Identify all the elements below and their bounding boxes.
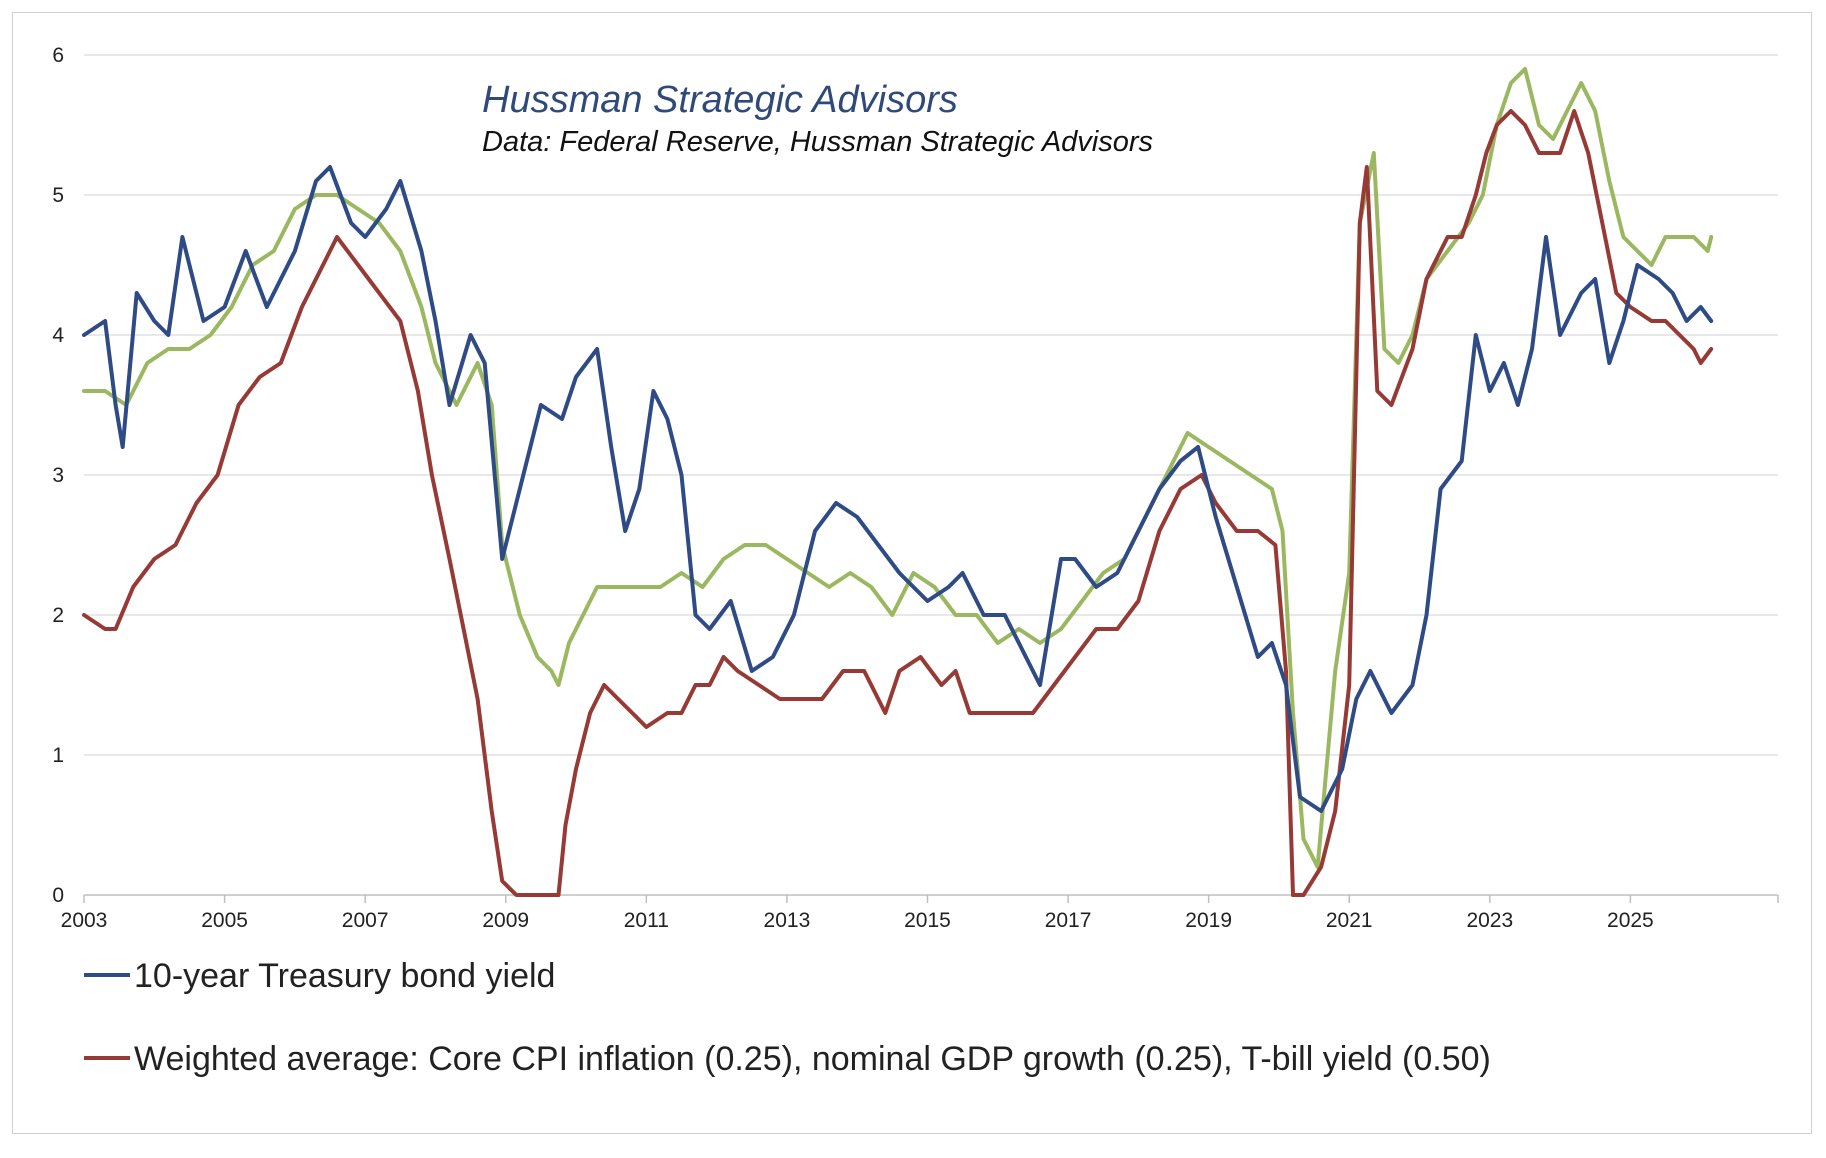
x-tick-label: 2005 (201, 909, 248, 932)
x-tick-label: 2021 (1326, 909, 1373, 932)
y-tick-label: 6 (52, 44, 64, 67)
legend-label-weighted-average: Weighted average: Core CPI inflation (0.… (134, 1040, 1491, 1078)
series-line-treasury-yield (82, 165, 1714, 813)
x-tick-label: 2015 (904, 909, 951, 932)
legend: 10-year Treasury bond yield Weighted ave… (84, 957, 1491, 1078)
legend-label-treasury: 10-year Treasury bond yield (134, 957, 555, 995)
annotation-source: Data: Federal Reserve, Hussman Strategic… (482, 126, 1153, 158)
x-tick-label: 2011 (624, 909, 669, 932)
y-tick-label: 4 (52, 324, 64, 347)
x-tick-label: 2013 (764, 909, 811, 932)
series-line-weighted-average (82, 109, 1714, 897)
x-tick-label: 2017 (1045, 909, 1092, 932)
x-tick-label: 2007 (342, 909, 389, 932)
x-axis-ticks: 2003 2005 2007 2009 2011 2013 2015 2017 2019 2021… (61, 895, 1779, 932)
x-tick-label: 2025 (1607, 909, 1654, 932)
annotation-title: Hussman Strategic Advisors (482, 79, 958, 121)
x-tick-label: 2019 (1185, 909, 1232, 932)
y-tick-label: 1 (52, 744, 64, 767)
gridlines (84, 54, 1778, 756)
y-tick-label: 5 (52, 184, 64, 207)
series-line-green (82, 67, 1714, 869)
x-tick-label: 2009 (482, 909, 529, 932)
y-axis-ticks: 0 1 2 3 4 5 6 (52, 44, 64, 907)
y-tick-label: 3 (52, 464, 64, 487)
y-tick-label: 0 (52, 884, 64, 907)
y-tick-label: 2 (52, 604, 64, 627)
series-lines (82, 67, 1714, 897)
x-tick-label: 2003 (61, 909, 108, 932)
x-tick-label: 2023 (1466, 909, 1513, 932)
